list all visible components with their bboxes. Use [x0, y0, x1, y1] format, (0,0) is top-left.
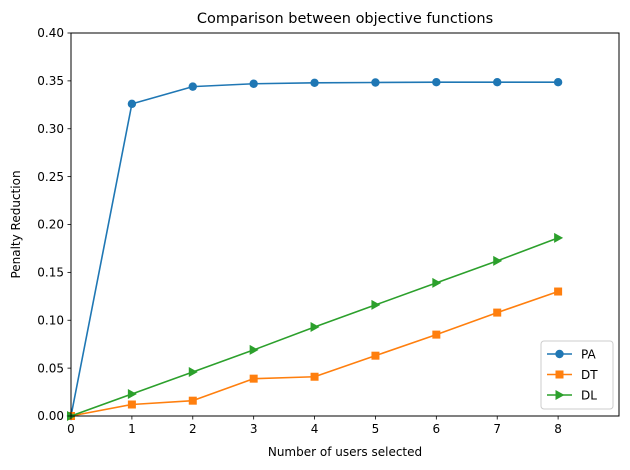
x-axis-label: Number of users selected	[268, 445, 422, 459]
data-point-dl	[249, 344, 259, 355]
data-point-dt	[432, 330, 441, 339]
data-point-dt	[371, 351, 380, 360]
legend-label-dl: DL	[581, 388, 597, 402]
legend-item-pa: PA	[547, 347, 596, 361]
legend-label-dt: DT	[581, 368, 598, 382]
legend-marker-dl	[555, 390, 565, 400]
x-tick-label: 3	[250, 422, 258, 436]
y-axis-label: Penalty Reduction	[9, 170, 23, 278]
y-tick-label: 0.00	[37, 409, 64, 423]
series-pa	[66, 78, 563, 421]
y-tick-label: 0.20	[37, 218, 64, 232]
series-dt-line	[70, 290, 559, 417]
x-tick-label: 4	[311, 422, 319, 436]
data-point-pa	[249, 79, 258, 88]
data-point-dl	[432, 277, 442, 288]
data-point-dl	[493, 255, 503, 266]
data-point-pa	[310, 78, 319, 87]
x-tick-label: 1	[128, 422, 136, 436]
data-point-pa	[127, 99, 137, 109]
data-point-dt	[493, 308, 502, 317]
data-point-pa	[553, 78, 563, 87]
data-point-dt	[249, 374, 258, 383]
data-point-dt	[127, 400, 136, 409]
plot-frame	[70, 32, 620, 417]
data-point-dl	[371, 299, 381, 310]
series-dt	[67, 287, 563, 420]
data-point-dt	[188, 396, 197, 405]
y-tick-label: 0.15	[37, 266, 64, 280]
data-point-dl	[554, 232, 564, 243]
series-dl	[67, 232, 564, 421]
data-point-dt	[554, 287, 563, 296]
data-point-dt	[310, 372, 319, 381]
data-point-pa	[188, 82, 197, 91]
y-tick-label: 0.25	[37, 170, 64, 184]
x-tick-label: 8	[554, 422, 562, 436]
data-point-dl	[127, 388, 137, 399]
y-tick-label: 0.05	[37, 361, 64, 375]
data-point-pa	[493, 78, 502, 87]
y-tick-label: 0.35	[37, 74, 64, 88]
legend-item-dl: DL	[547, 388, 597, 402]
y-tick-label: 0.30	[37, 122, 64, 136]
data-point-dl	[188, 366, 198, 377]
y-tick-label: 0.10	[37, 313, 64, 327]
legend-item-dt: DT	[547, 368, 598, 382]
x-tick-label: 0	[67, 422, 75, 436]
data-point-pa	[432, 78, 441, 87]
legend-marker-pa	[555, 349, 564, 359]
chart-title: Comparison between objective functions	[197, 11, 493, 27]
x-tick-label: 2	[189, 422, 197, 436]
x-tick-label: 6	[433, 422, 441, 436]
data-point-dl	[310, 321, 320, 332]
legend: PA DT DL	[540, 340, 614, 410]
x-tick-label: 7	[493, 422, 501, 436]
y-tick-label: 0.40	[37, 26, 64, 40]
legend-label-pa: PA	[581, 347, 596, 361]
legend-marker-dt	[555, 370, 564, 379]
series-pa-line	[70, 81, 559, 417]
data-point-pa	[371, 78, 380, 87]
x-tick-label: 5	[372, 422, 380, 436]
